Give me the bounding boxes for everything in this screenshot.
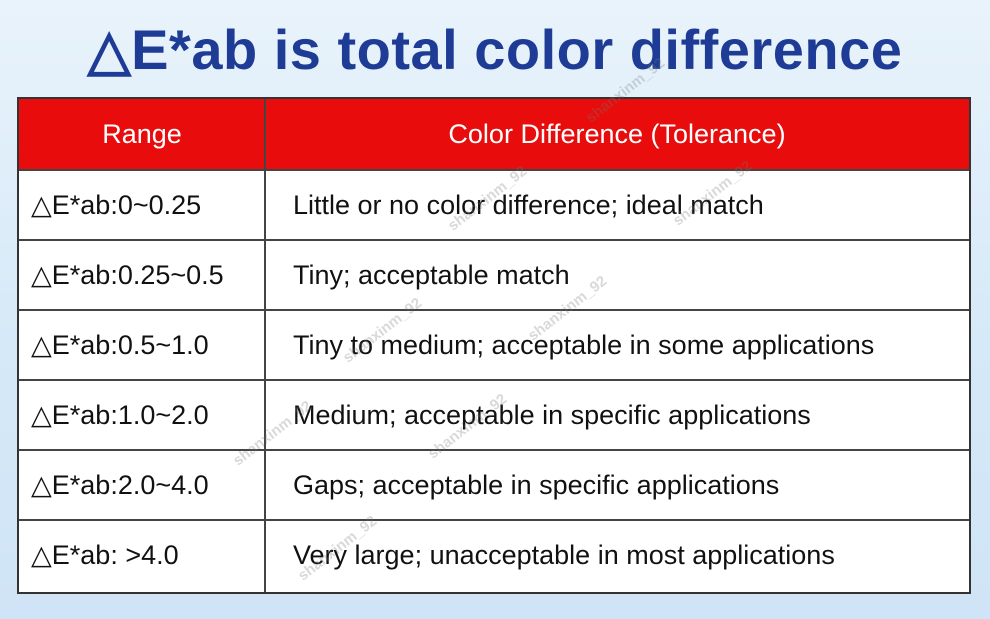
- description-cell: Tiny; acceptable match: [293, 260, 570, 290]
- color-difference-table: Range Color Difference (Tolerance) △E*ab…: [17, 97, 971, 594]
- range-cell: △E*ab:0.25~0.5: [31, 260, 224, 290]
- table-row: △E*ab:0.5~1.0 Tiny to medium; acceptable…: [19, 309, 969, 379]
- page-title: △E*ab is total color difference: [87, 18, 903, 81]
- description-cell: Little or no color difference; ideal mat…: [293, 190, 764, 220]
- range-cell: △E*ab:0~0.25: [31, 190, 202, 220]
- table-row: △E*ab:0.25~0.5 Tiny; acceptable match: [19, 239, 969, 309]
- table-row: △E*ab: >4.0 Very large; unacceptable in …: [19, 519, 969, 592]
- header-range: Range: [102, 119, 182, 149]
- description-cell: Gaps; acceptable in specific application…: [293, 470, 780, 500]
- range-cell: △E*ab:1.0~2.0: [31, 400, 209, 430]
- description-cell: Medium; acceptable in specific applicati…: [293, 400, 811, 430]
- table-header: Range Color Difference (Tolerance): [19, 99, 969, 169]
- range-cell: △E*ab: >4.0: [31, 540, 179, 570]
- description-cell: Very large; unacceptable in most applica…: [293, 540, 835, 570]
- table-row: △E*ab:1.0~2.0 Medium; acceptable in spec…: [19, 379, 969, 449]
- table-row: △E*ab:2.0~4.0 Gaps; acceptable in specif…: [19, 449, 969, 519]
- description-cell: Tiny to medium; acceptable in some appli…: [293, 330, 875, 360]
- range-cell: △E*ab:2.0~4.0: [31, 470, 209, 500]
- column-divider: [264, 99, 266, 592]
- range-cell: △E*ab:0.5~1.0: [31, 330, 209, 360]
- header-color-difference: Color Difference (Tolerance): [448, 119, 786, 149]
- table-row: △E*ab:0~0.25 Little or no color differen…: [19, 169, 969, 239]
